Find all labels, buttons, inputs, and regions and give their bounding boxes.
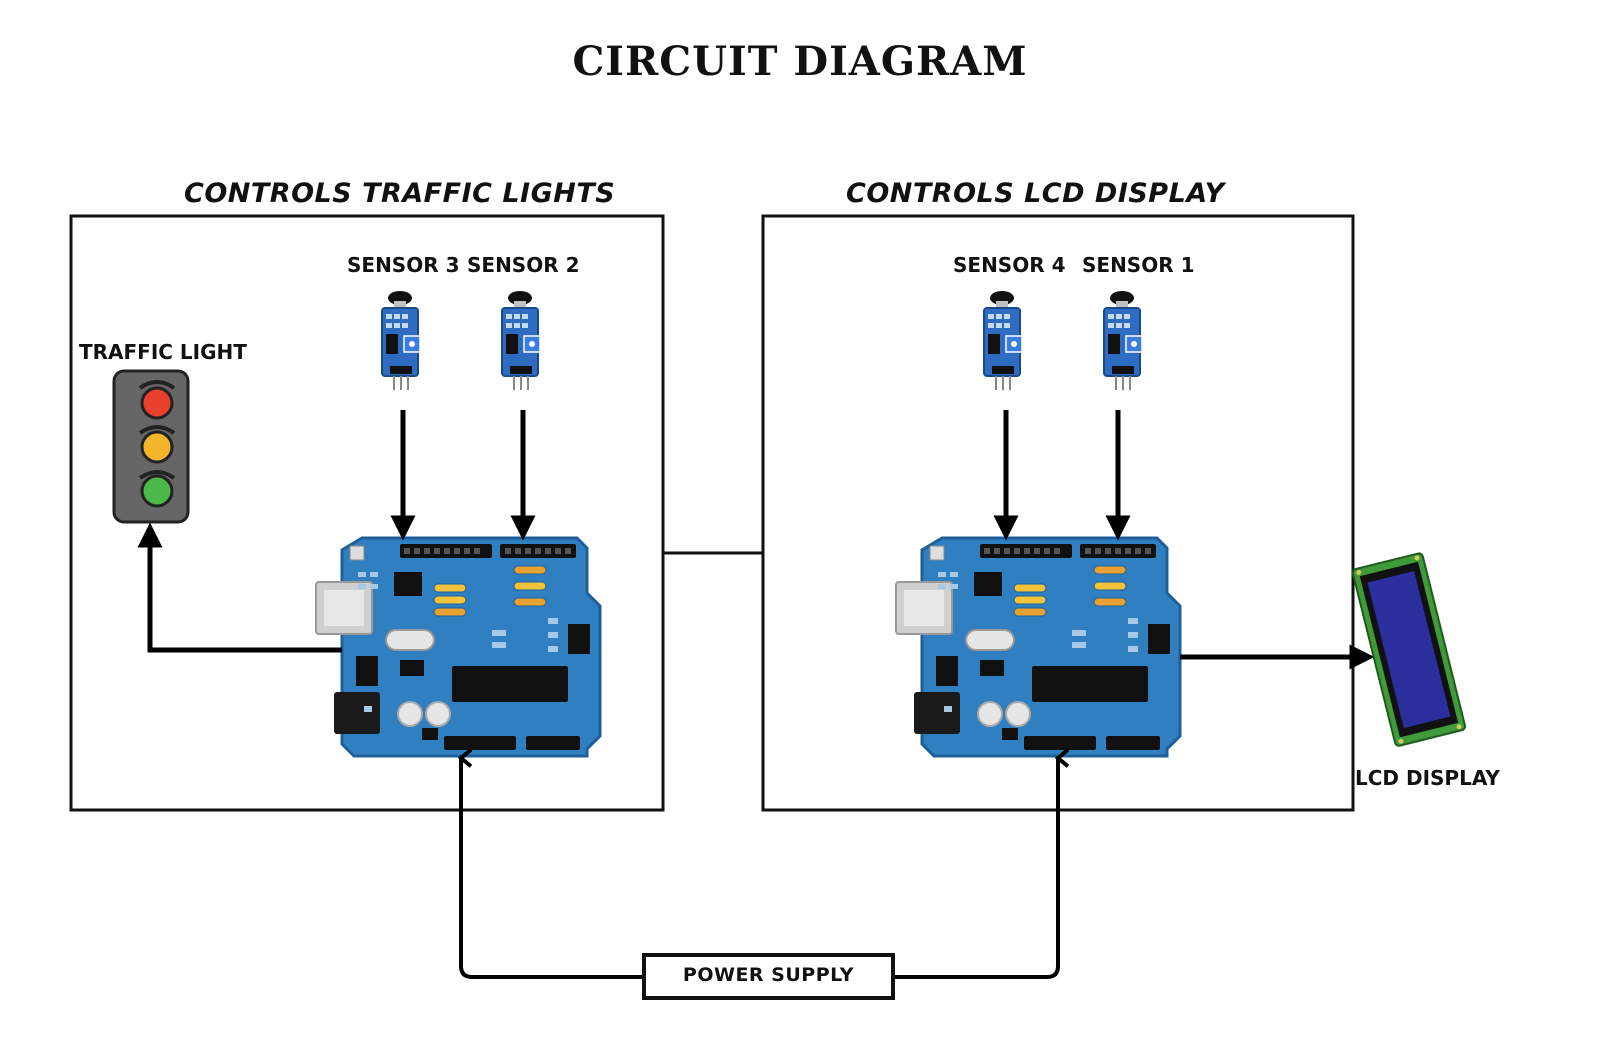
left-section-box [69,214,665,812]
sensor-2-label: SENSOR 2 [467,253,580,277]
traffic-light-label: TRAFFIC LIGHT [79,340,247,364]
power-line-left [457,748,644,979]
traffic-light-icon [112,369,190,524]
sensor-3-module-icon [381,290,421,391]
page-title: CIRCUIT DIAGRAM [572,38,1028,85]
sensor-1-module-icon [1103,290,1143,391]
power-supply-label: POWER SUPPLY [682,964,855,986]
arduino-board-right-icon [894,536,1182,758]
power-line-right [893,748,1070,979]
lcd-display-label: LCD DISPLAY [1355,766,1500,790]
sensor-2-module-icon [501,290,541,391]
sensor-4-label: SENSOR 4 [953,253,1066,277]
arduino-board-left-icon [314,536,602,758]
sensor-4-module-icon [983,290,1023,391]
left-section-heading: CONTROLS TRAFFIC LIGHTS [184,178,616,209]
power-supply-box [642,953,895,1000]
lcd-display-icon [1351,552,1467,747]
right-section-heading: CONTROLS LCD DISPLAY [846,178,1225,209]
traffic-light-arrow [137,522,342,653]
sensor-1-label: SENSOR 1 [1082,253,1195,277]
sensor-3-label: SENSOR 3 [347,253,460,277]
